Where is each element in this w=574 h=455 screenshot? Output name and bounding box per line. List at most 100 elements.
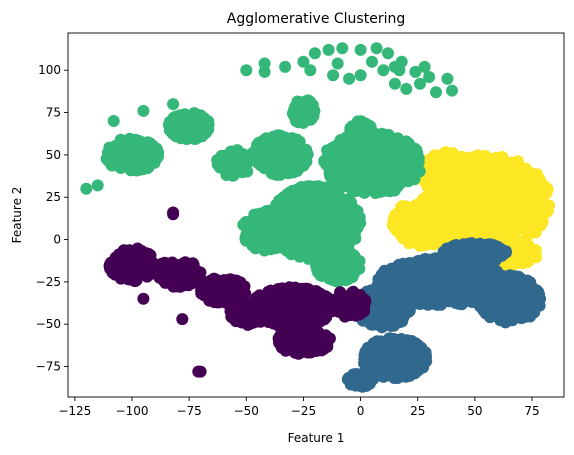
data-point	[294, 193, 306, 205]
data-point	[417, 195, 429, 207]
data-point	[520, 181, 532, 193]
data-point	[343, 141, 355, 153]
data-point	[515, 193, 527, 205]
data-point	[254, 240, 266, 252]
data-point	[151, 143, 163, 155]
data-point	[475, 254, 487, 266]
data-point	[500, 200, 512, 212]
data-point	[472, 189, 484, 201]
data-point	[417, 257, 429, 269]
data-point	[541, 182, 553, 194]
data-point	[505, 234, 517, 246]
data-point	[264, 133, 276, 145]
data-point	[389, 217, 401, 229]
data-point	[352, 169, 364, 181]
data-point	[512, 207, 524, 219]
data-point	[246, 215, 258, 227]
data-point	[450, 240, 462, 252]
data-point	[439, 265, 451, 277]
data-point	[506, 306, 518, 318]
data-point	[395, 262, 407, 274]
data-point	[165, 120, 177, 132]
data-point	[240, 229, 252, 241]
data-point	[351, 184, 363, 196]
data-point	[479, 204, 491, 216]
data-point	[390, 366, 402, 378]
data-point	[497, 160, 509, 172]
data-point	[525, 298, 537, 310]
data-point	[273, 141, 285, 153]
data-point	[409, 143, 421, 155]
scatter-points	[80, 42, 555, 393]
data-point	[488, 239, 500, 251]
data-point	[129, 135, 141, 147]
data-point	[348, 216, 360, 228]
data-point	[432, 171, 444, 183]
data-point	[273, 238, 285, 250]
data-point	[380, 179, 392, 191]
data-point	[480, 308, 492, 320]
data-point	[437, 295, 449, 307]
data-point	[492, 172, 504, 184]
data-point	[292, 114, 304, 126]
data-point	[391, 346, 403, 358]
data-point	[520, 164, 532, 176]
data-point	[461, 209, 473, 221]
data-point	[382, 294, 394, 306]
data-point	[419, 297, 431, 309]
data-point	[370, 187, 382, 199]
data-point	[453, 169, 465, 181]
data-point	[438, 246, 450, 258]
data-point	[395, 227, 407, 239]
data-point	[322, 190, 334, 202]
data-point	[140, 141, 152, 153]
data-point	[429, 260, 441, 272]
data-point	[413, 157, 425, 169]
data-point	[108, 156, 120, 168]
data-point	[307, 226, 319, 238]
data-point	[536, 202, 548, 214]
data-point	[322, 155, 334, 167]
data-point	[408, 214, 420, 226]
data-point	[424, 181, 436, 193]
data-point	[477, 285, 489, 297]
data-point	[334, 194, 346, 206]
data-point	[391, 181, 403, 193]
data-point	[523, 207, 535, 219]
data-point	[442, 206, 454, 218]
data-point	[462, 274, 474, 286]
data-point	[410, 364, 422, 376]
data-point	[358, 151, 370, 163]
data-point	[296, 205, 308, 217]
data-point	[371, 338, 383, 350]
data-point	[297, 147, 309, 159]
data-point	[530, 251, 542, 263]
data-point	[376, 151, 388, 163]
data-point	[106, 145, 118, 157]
data-point	[283, 163, 295, 175]
data-point	[195, 124, 207, 136]
data-point	[525, 225, 537, 237]
data-point	[262, 212, 274, 224]
data-point	[257, 157, 269, 169]
data-point	[477, 242, 489, 254]
data-point	[311, 197, 323, 209]
data-point	[133, 159, 145, 171]
data-point	[531, 284, 543, 296]
data-point	[501, 273, 513, 285]
data-point	[503, 188, 515, 200]
data-point	[520, 239, 532, 251]
data-point	[484, 158, 496, 170]
data-point	[375, 352, 387, 364]
data-point	[251, 228, 263, 240]
data-point	[513, 257, 525, 269]
data-point	[353, 376, 365, 388]
data-point	[178, 118, 190, 130]
data-point	[430, 278, 442, 290]
data-point	[311, 184, 323, 196]
data-point	[284, 223, 296, 235]
data-point	[341, 168, 353, 180]
data-point	[504, 223, 516, 235]
data-point	[385, 140, 397, 152]
data-point	[324, 218, 336, 230]
